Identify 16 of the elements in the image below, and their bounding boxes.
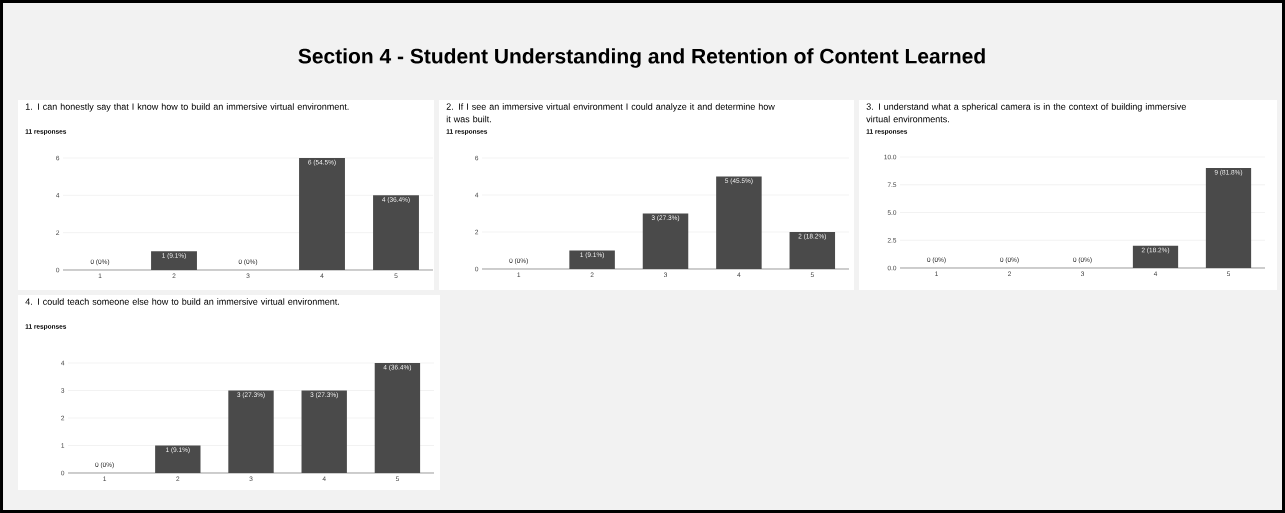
bar bbox=[716, 176, 762, 269]
bar bbox=[301, 390, 347, 473]
chart-title: 3. I understand what a spherical camera is in the context of building immersive virtual environments. bbox=[866, 103, 1186, 123]
bar bbox=[373, 195, 419, 270]
text: Section 4 - Student Understanding and Retention of Content Learned bbox=[298, 48, 985, 68]
bar bbox=[299, 157, 345, 270]
bar bbox=[228, 390, 274, 473]
bar bbox=[789, 231, 836, 269]
chart-title: 4. I could teach someone else how to build an immersive virtual environment. bbox=[25, 298, 339, 305]
bar bbox=[374, 362, 421, 473]
bar bbox=[642, 213, 689, 269]
bar bbox=[569, 250, 615, 269]
bar bbox=[151, 251, 197, 270]
bar bbox=[155, 445, 201, 473]
chart-title: 1. I can honestly say that I know how to build an immersive virtual environment. bbox=[25, 103, 349, 112]
chart-title: 2. If I see an immersive virtual environment I could analyze it and determine how it was built. bbox=[446, 103, 775, 123]
